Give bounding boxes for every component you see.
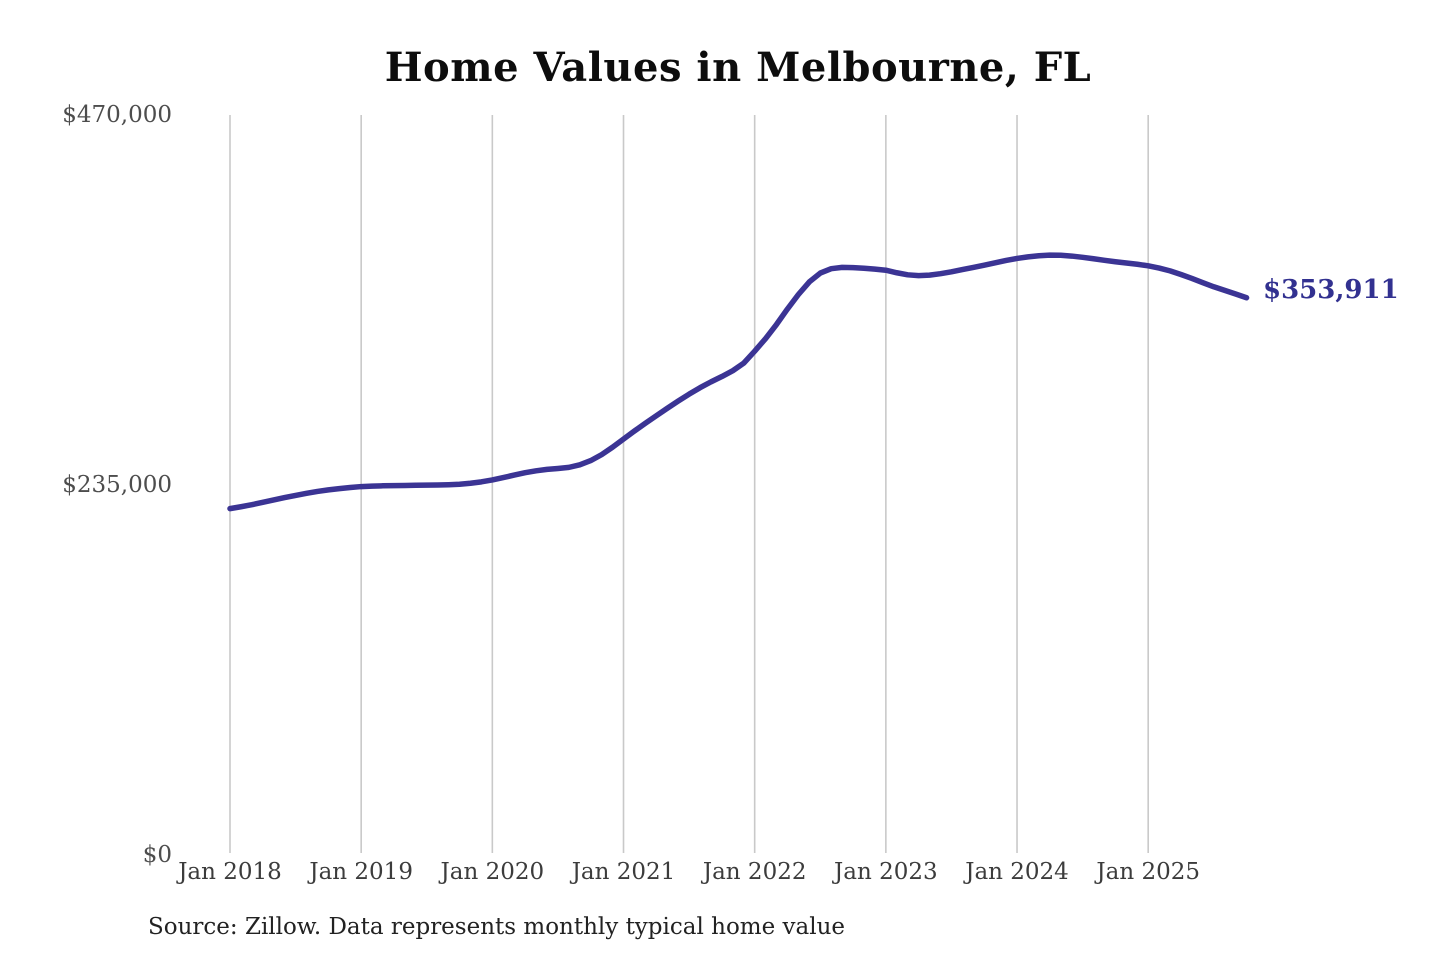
y-axis-tick-235000: $235,000 <box>62 472 172 498</box>
latest-value-label: $353,911 <box>1263 275 1399 305</box>
x-axis-tick-jan-2024: Jan 2024 <box>965 859 1069 885</box>
x-axis-tick-jan-2019: Jan 2019 <box>309 859 413 885</box>
x-axis-tick-jan-2023: Jan 2023 <box>834 859 938 885</box>
x-axis-tick-jan-2021: Jan 2021 <box>571 859 676 885</box>
chart-title: Home Values in Melbourne, FL <box>384 44 1092 91</box>
x-axis-tick-jan-2018: Jan 2018 <box>178 859 282 885</box>
x-axis-tick-jan-2025: Jan 2025 <box>1096 859 1200 885</box>
x-axis-tick-jan-2022: Jan 2022 <box>702 859 807 885</box>
x-axis-tick-jan-2020: Jan 2020 <box>440 859 545 885</box>
y-axis-tick-470000: $470,000 <box>62 102 172 128</box>
y-axis-tick-0: $0 <box>142 842 172 868</box>
home-value-line <box>227 252 1250 512</box>
source-note: Source: Zillow. Data represents monthly … <box>148 914 846 940</box>
